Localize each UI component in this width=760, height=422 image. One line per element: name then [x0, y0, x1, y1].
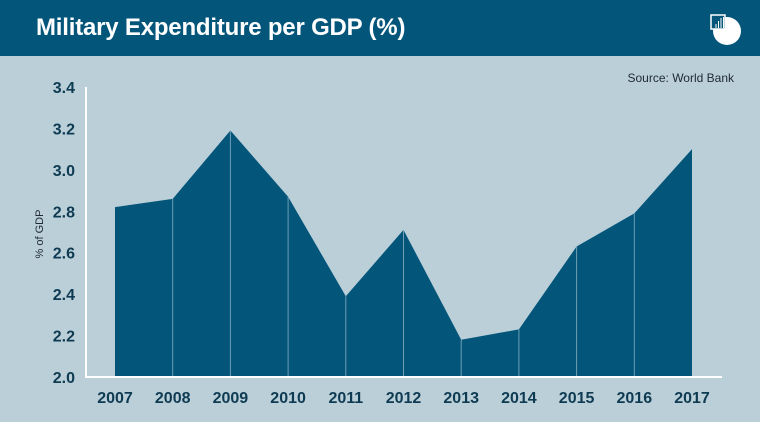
x-tick-label: 2011	[328, 390, 363, 407]
y-tick-label: 2.8	[53, 204, 75, 221]
x-tick-label: 2013	[443, 390, 479, 407]
y-tick-label: 3.4	[53, 80, 75, 97]
y-tick-label: 2.0	[53, 370, 75, 387]
x-tick-label: 2010	[270, 390, 306, 407]
x-tick-label: 2017	[674, 390, 710, 407]
x-tick-label: 2007	[97, 390, 133, 407]
y-tick-label: 3.0	[53, 163, 75, 180]
y-tick-label: 3.2	[53, 121, 75, 138]
x-tick-label: 2016	[617, 390, 653, 407]
divider-layer	[172, 130, 635, 377]
x-tick-label: 2009	[213, 390, 249, 407]
chart-title: Military Expenditure per GDP (%)	[36, 14, 406, 41]
x-tick-labels: 2007 2008 2009 2010 2011 2012 2013 2014 2015 2016…	[97, 390, 710, 407]
chart-logo-icon	[710, 14, 741, 45]
x-tick-label: 2012	[386, 390, 422, 407]
y-tick-label: 2.2	[53, 329, 75, 346]
y-tick-label: 2.6	[53, 246, 75, 263]
y-tick-label: 2.4	[53, 287, 75, 304]
y-tick-labels: 2.0 2.2 2.4 2.6 2.8 3.0 3.2 3.4	[53, 80, 75, 387]
source-note: Source: World Bank	[627, 71, 735, 85]
header-bar: Military Expenditure per GDP (%)	[0, 0, 760, 56]
x-tick-label: 2014	[501, 390, 537, 407]
x-tick-label: 2008	[155, 390, 191, 407]
x-tick-label: 2015	[559, 390, 595, 407]
